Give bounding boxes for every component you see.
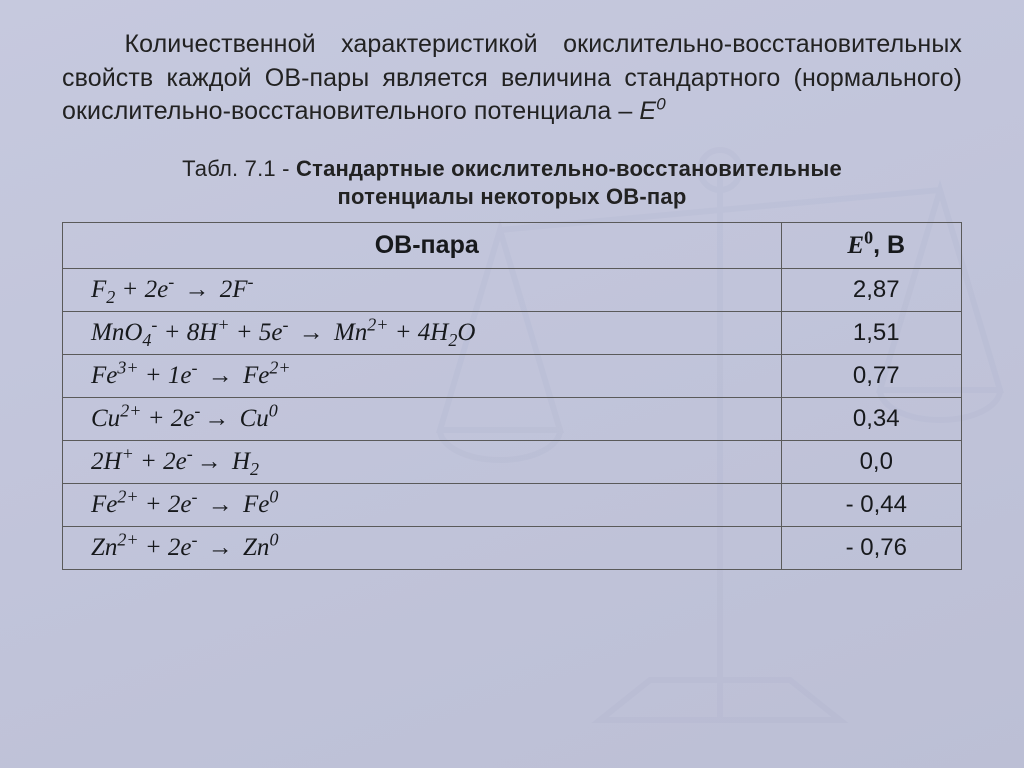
cell-pair: Cu2+ + 2e-→ Cu0	[63, 397, 782, 440]
intro-text: Количественной характеристикой окислител…	[62, 30, 962, 125]
cell-e0: 2,87	[781, 268, 962, 311]
intro-symbol-e: E	[639, 97, 656, 125]
cell-e0: - 0,44	[781, 483, 962, 526]
table-row: Fe2+ + 2e- → Fe0- 0,44	[63, 483, 962, 526]
table-caption: Табл. 7.1 - Стандартные окислительно-вос…	[132, 155, 892, 212]
cell-e0: 0,0	[781, 440, 962, 483]
table-row: MnO4- + 8H+ + 5e- → Mn2+ + 4H2O1,51	[63, 311, 962, 354]
caption-prefix: Табл. 7.1 -	[182, 156, 296, 181]
header-pair: ОВ-пара	[63, 222, 782, 268]
intro-symbol-sup: 0	[656, 95, 666, 114]
slide-content: Количественной характеристикой окислител…	[0, 0, 1024, 570]
cell-pair: MnO4- + 8H+ + 5e- → Mn2+ + 4H2O	[63, 311, 782, 354]
cell-pair: 2H+ + 2e-→ H2	[63, 440, 782, 483]
redox-potentials-table: ОВ-пара E0, В F2 + 2e- → 2F-2,87MnO4- + …	[62, 222, 962, 570]
cell-pair: F2 + 2e- → 2F-	[63, 268, 782, 311]
header-e0-unit: , В	[873, 231, 905, 259]
table-row: Fe3+ + 1e- → Fe2+0,77	[63, 354, 962, 397]
header-e0-sup: 0	[864, 227, 873, 247]
cell-pair: Fe2+ + 2e- → Fe0	[63, 483, 782, 526]
cell-e0: 0,34	[781, 397, 962, 440]
caption-bold: Стандартные окислительно-восстановительн…	[296, 156, 842, 210]
cell-e0: 1,51	[781, 311, 962, 354]
table-row: 2H+ + 2e-→ H20,0	[63, 440, 962, 483]
table-body: F2 + 2e- → 2F-2,87MnO4- + 8H+ + 5e- → Mn…	[63, 268, 962, 569]
header-e0-base: E	[847, 232, 864, 259]
cell-pair: Zn2+ + 2e- → Zn0	[63, 526, 782, 569]
cell-e0: - 0,76	[781, 526, 962, 569]
table-row: Zn2+ + 2e- → Zn0- 0,76	[63, 526, 962, 569]
header-pair-label: ОВ-пара	[375, 231, 479, 259]
table-row: Cu2+ + 2e-→ Cu00,34	[63, 397, 962, 440]
table-row: F2 + 2e- → 2F-2,87	[63, 268, 962, 311]
intro-paragraph: Количественной характеристикой окислител…	[62, 28, 962, 129]
header-e0: E0, В	[781, 222, 962, 268]
cell-e0: 0,77	[781, 354, 962, 397]
cell-pair: Fe3+ + 1e- → Fe2+	[63, 354, 782, 397]
table-header-row: ОВ-пара E0, В	[63, 222, 962, 268]
